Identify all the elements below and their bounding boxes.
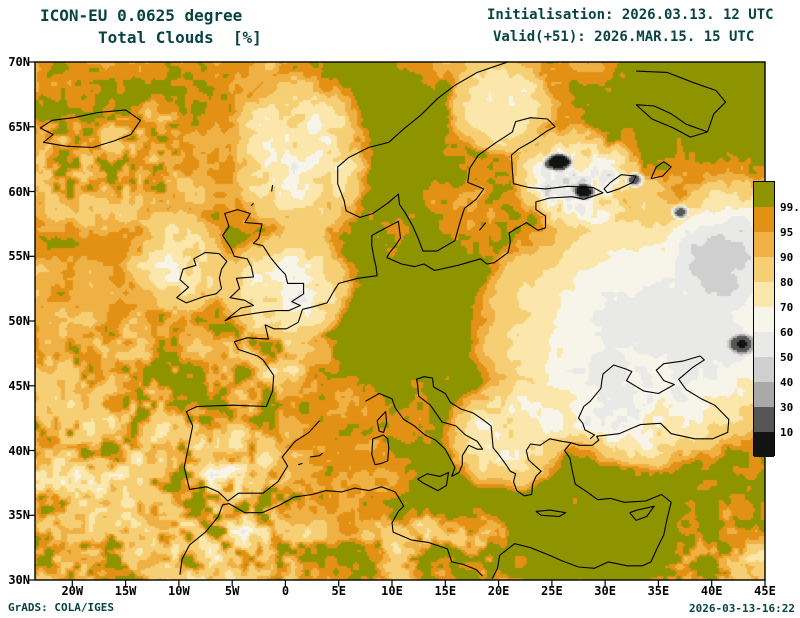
lon-tick-label: 0 [281, 584, 290, 598]
product-title: Total Clouds [%] [98, 28, 262, 47]
legend-level-label: 99.5 [780, 201, 800, 214]
init-time: Initialisation: 2026.03.13. 12 UTC [487, 7, 774, 23]
lon-tick-label: 10W [168, 584, 190, 598]
axis-ticks [28, 61, 766, 587]
map-frame [34, 61, 766, 581]
lon-tick-label: 30E [594, 584, 616, 598]
legend-swatch [754, 357, 774, 382]
lon-tick-label: 35E [647, 584, 670, 598]
lon-tick-label: 15W [114, 584, 137, 598]
lon-tick-label: 5E [331, 584, 346, 598]
lat-tick-label: 45N [8, 378, 30, 393]
legend-level-label: 90 [780, 251, 794, 264]
legend-swatch [754, 232, 774, 257]
lon-tick-label: 45E [754, 584, 776, 598]
lon-tick-label: 5W [224, 584, 240, 598]
legend-level-label: 30 [780, 401, 794, 414]
lon-tick-label: 15E [434, 584, 457, 598]
lat-tick-label: 40N [8, 443, 30, 458]
lat-tick-label: 50N [8, 314, 30, 328]
coastlines-group [39, 62, 730, 579]
legend-level-label: 60 [780, 326, 794, 339]
lat-tick-label: 65N [8, 119, 30, 134]
legend-swatch [754, 207, 774, 232]
lon-tick-label: 20W [61, 584, 84, 598]
legend-swatch [754, 332, 774, 357]
model-title: ICON-EU 0.0625 degree [40, 6, 243, 25]
legend-swatch [754, 382, 774, 407]
legend-swatch [754, 182, 774, 207]
lat-tick-label: 55N [8, 249, 30, 264]
grads-credit: GrADS: COLA/IGES [8, 601, 114, 614]
lon-tick-label: 10E [381, 584, 403, 598]
lat-tick-label: 70N [8, 55, 30, 69]
lat-tick-label: 60N [8, 184, 30, 199]
valid-time: Valid(+51): 2026.MAR.15. 15 UTC [493, 29, 755, 45]
legend-swatch [754, 432, 774, 457]
legend-level-label: 50 [780, 351, 794, 364]
cloud-raster [35, 62, 765, 580]
legend-level-label: 80 [780, 276, 794, 289]
lon-tick-label: 25E [541, 584, 563, 598]
lat-tick-label: 30N [8, 573, 30, 587]
legend-swatch [754, 407, 774, 432]
legend-level-label: 95 [780, 226, 794, 239]
legend-swatch [754, 307, 774, 332]
legend-swatch [754, 257, 774, 282]
legend-level-label: 40 [780, 376, 794, 389]
color-legend: 99.5 95 90 80 70 60 50 40 30 10 [753, 181, 800, 457]
legend-swatch [754, 282, 774, 307]
legend-level-label: 10 [780, 426, 794, 439]
lon-tick-label: 20E [487, 584, 510, 598]
lat-tick-label: 35N [8, 508, 30, 523]
lon-tick-label: 40E [700, 584, 723, 598]
legend-level-label: 70 [780, 301, 794, 314]
creation-timestamp: 2026-03-13-16:22 [689, 602, 795, 615]
